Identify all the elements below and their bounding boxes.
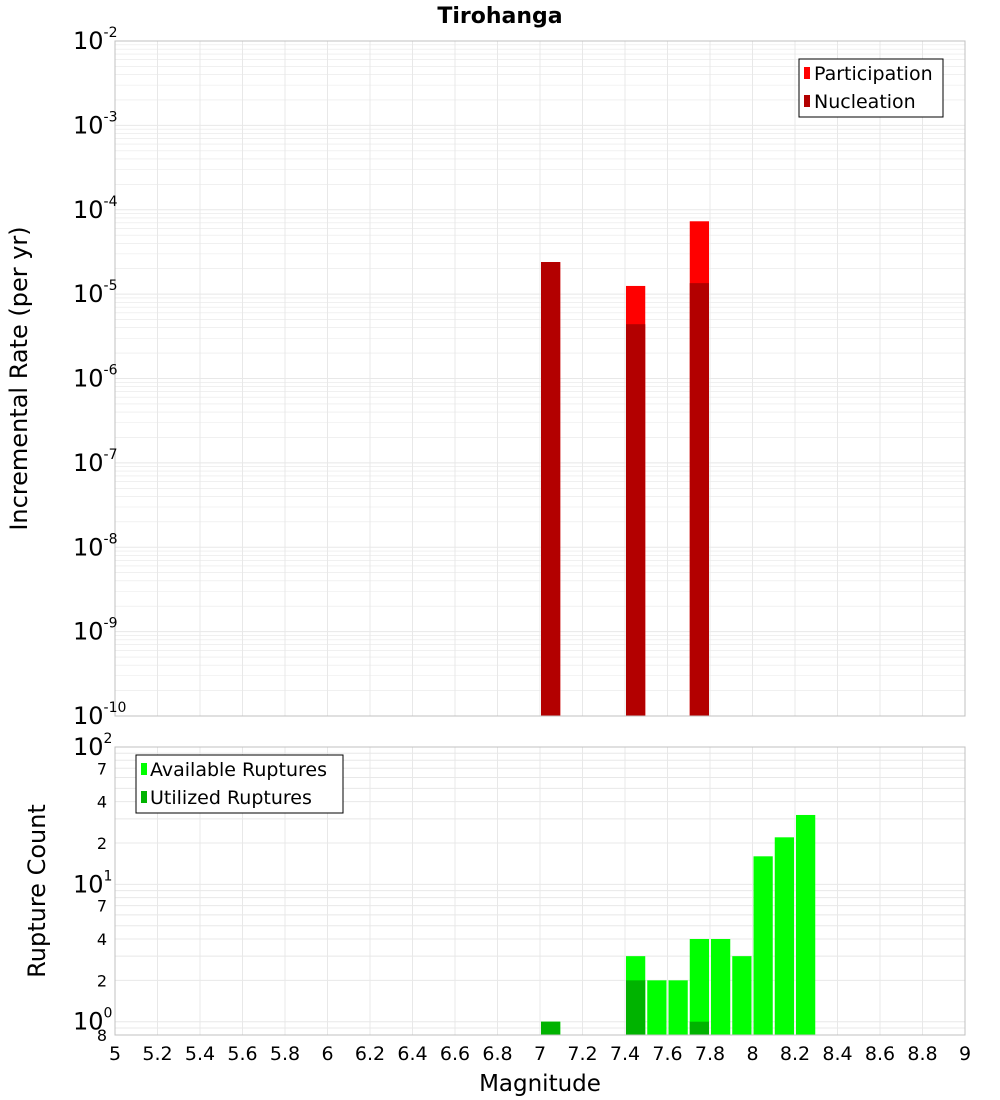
y-tick-label: 10-4: [73, 194, 118, 224]
legend-label: Utilized Ruptures: [150, 787, 312, 809]
y-axis-label: Rupture Count: [23, 804, 51, 978]
legend: Available Ruptures Utilized Ruptures: [135, 754, 344, 814]
chart-title: Tirohanga: [437, 4, 562, 29]
y-tick-label: 10-5: [73, 278, 118, 308]
legend-swatch: [141, 791, 147, 803]
y-tick-label: 10-7: [73, 447, 118, 477]
legend-swatch: [804, 95, 810, 107]
legend-box: [135, 754, 344, 814]
nucleation-bar: [689, 283, 709, 716]
available-ruptures-bar: [668, 980, 688, 1035]
x-tick-label: 8.2: [780, 1043, 810, 1065]
x-tick-label: 6.2: [355, 1043, 385, 1065]
x-tick-label: 7.2: [567, 1043, 597, 1065]
y-tick-label: 10-9: [73, 616, 118, 646]
x-tick-label: 6: [321, 1043, 333, 1065]
x-tick-label: 9: [959, 1043, 971, 1065]
x-tick-label: 7.4: [610, 1043, 640, 1065]
x-tick-label: 5.6: [227, 1043, 257, 1065]
plot-frame: [114, 40, 966, 717]
available-ruptures-bar: [689, 939, 709, 1035]
y-tick-label: 102: [73, 731, 112, 761]
nucleation-bar: [626, 324, 646, 716]
x-tick-label: 5: [109, 1043, 121, 1065]
x-tick-label: 8.6: [865, 1043, 895, 1065]
x-axis-label: Magnitude: [479, 1071, 601, 1097]
x-tick-label: 8.4: [822, 1043, 852, 1065]
y-tick-label: 2: [97, 971, 107, 990]
utilized-ruptures-bar: [689, 1021, 709, 1035]
y-tick-label: 2: [97, 834, 107, 853]
y-tick-label: 10-2: [73, 25, 118, 55]
y-tick-label: 10-6: [73, 363, 118, 393]
available-ruptures-bar: [711, 939, 731, 1035]
y-axis-label: Incremental Rate (per yr): [5, 226, 33, 530]
available-ruptures-bar: [647, 980, 667, 1035]
plot-frame: [114, 746, 966, 1036]
legend-swatch: [141, 763, 147, 775]
nucleation-bar: [541, 262, 561, 716]
x-tick-label: 8: [746, 1043, 758, 1065]
y-tick-label: 101: [73, 868, 112, 898]
y-tick-label: 7: [97, 897, 107, 916]
x-tick-label: 6.6: [440, 1043, 470, 1065]
legend: Participation Nucleation: [798, 58, 944, 118]
y-tick-label: 4: [97, 930, 107, 949]
legend-box: [798, 58, 944, 118]
utilized-ruptures-bar: [541, 1021, 561, 1035]
x-tick-label: 5.4: [185, 1043, 215, 1065]
y-tick-label: 10-8: [73, 531, 118, 561]
incremental-rate-plot: 10-10 10-9 10-8 10-7 10-6 10-5 10-4 10-3 10-2 Inc…: [5, 25, 966, 730]
legend-label: Participation: [814, 63, 933, 85]
legend-label: Nucleation: [814, 91, 916, 113]
y-tick-label: 8: [97, 1026, 107, 1045]
y-tick-label: 4: [97, 793, 107, 812]
y-tick-label: 10-3: [73, 109, 118, 139]
utilized-ruptures-bar: [626, 980, 646, 1035]
legend-label: Available Ruptures: [150, 759, 327, 781]
x-tick-label: 5.2: [142, 1043, 172, 1065]
available-ruptures-bar: [753, 856, 773, 1035]
x-tick-label: 5.8: [270, 1043, 300, 1065]
y-tick-label: 7: [97, 759, 107, 778]
available-ruptures-bar: [732, 956, 752, 1035]
x-tick-label: 7: [534, 1043, 546, 1065]
y-tick-label: 100: [73, 1006, 112, 1036]
y-tick-label: 10-10: [73, 700, 126, 730]
available-ruptures-bar: [774, 837, 794, 1035]
available-ruptures-bar: [796, 814, 816, 1035]
x-tick-label: 8.8: [907, 1043, 937, 1065]
legend-swatch: [804, 67, 810, 79]
x-tick-label: 7.8: [695, 1043, 725, 1065]
x-tick-label: 6.4: [397, 1043, 427, 1065]
x-tick-label: 6.8: [482, 1043, 512, 1065]
x-tick-label: 7.6: [652, 1043, 682, 1065]
